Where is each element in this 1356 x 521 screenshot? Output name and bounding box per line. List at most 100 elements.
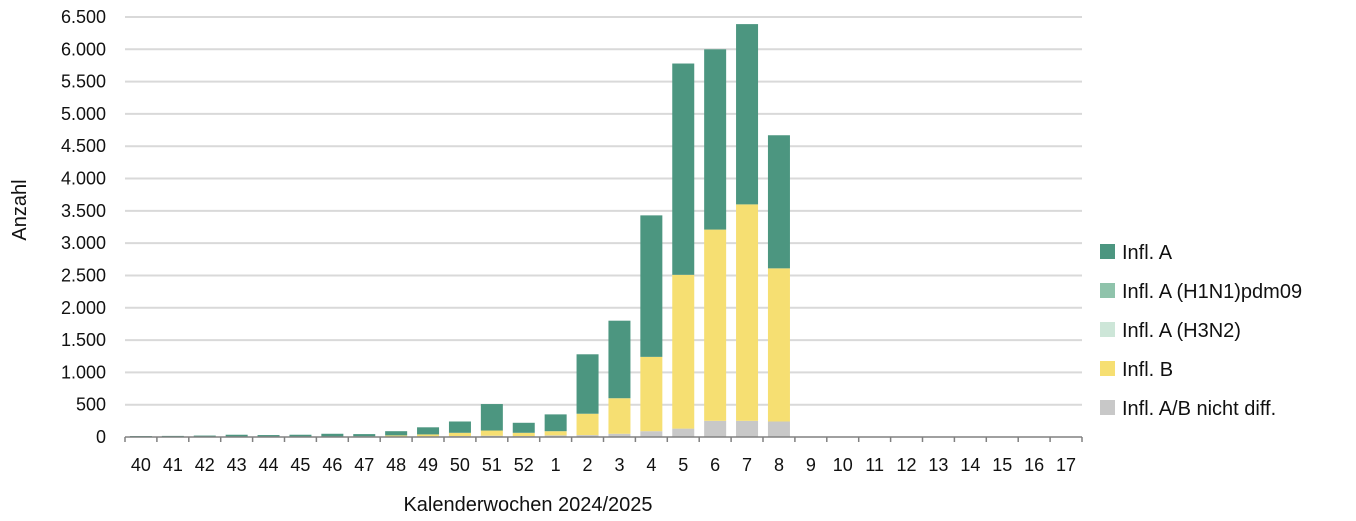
x-tick-label: 43 (227, 455, 247, 475)
y-tick-label: 4.000 (61, 169, 106, 189)
y-tick-label: 0 (96, 427, 106, 447)
bar-segment (480, 430, 503, 436)
gridlines (125, 16, 1082, 406)
x-tick-label: 47 (354, 455, 374, 475)
legend-swatch (1100, 400, 1115, 415)
bar-segment (608, 433, 631, 437)
bar-segment (353, 434, 376, 437)
bar-segment (576, 354, 599, 414)
y-tick-label: 3.000 (61, 233, 106, 253)
bar-segment (448, 421, 471, 433)
axes: 0 500 1.000 1.500 2.000 2.500 3.000 3.500 4.000 4… (61, 7, 1083, 475)
x-tick-label: 2 (583, 455, 593, 475)
x-tick-label: 45 (290, 455, 310, 475)
x-tick-label: 15 (992, 455, 1012, 475)
x-tick-label: 46 (322, 455, 342, 475)
y-axis-title: Anzahl (9, 179, 31, 240)
x-tick-label: 49 (418, 455, 438, 475)
x-tick-label: 4 (646, 455, 656, 475)
x-tick-label: 50 (450, 455, 470, 475)
y-tick-label: 3.500 (61, 201, 106, 221)
x-tick-label: 41 (163, 455, 183, 475)
bar-segment (767, 135, 790, 269)
bar-segment (672, 428, 695, 437)
x-tick-label: 52 (514, 455, 534, 475)
y-tick-label: 5.000 (61, 104, 106, 124)
legend-swatch (1100, 322, 1115, 337)
y-tick-label: 1.000 (61, 362, 106, 382)
legend-label: Infl. A (H1N1)pdm09 (1122, 281, 1302, 303)
legend-label: Infl. B (1122, 359, 1173, 381)
x-tick-label: 51 (482, 455, 502, 475)
bar-segment (767, 268, 790, 422)
bar-segment (512, 422, 535, 433)
x-axis-title: Kalenderwochen 2024/2025 (403, 494, 652, 516)
x-tick-label: 8 (774, 455, 784, 475)
legend-swatch (1100, 283, 1115, 298)
y-tick-label: 2.500 (61, 265, 106, 285)
legend-swatch (1100, 244, 1115, 259)
bar-segment (385, 435, 408, 437)
legend-swatch (1100, 361, 1115, 376)
bar-segment (608, 398, 631, 434)
bar-segment (480, 404, 503, 431)
bar-segment (736, 24, 759, 205)
y-tick-label: 6.500 (61, 7, 106, 27)
x-tick-label: 5 (678, 455, 688, 475)
x-tick-label: 10 (833, 455, 853, 475)
x-tick-label: 9 (806, 455, 816, 475)
y-tick-label: 5.500 (61, 72, 106, 92)
x-tick-label: 6 (710, 455, 720, 475)
x-tick-label: 14 (960, 455, 980, 475)
bar-segment (385, 431, 408, 436)
legend-label: Infl. A (H3N2) (1122, 320, 1241, 342)
bar-segment (321, 433, 344, 437)
bar-segment (257, 435, 280, 437)
x-tick-label: 3 (614, 455, 624, 475)
bar-segment (544, 431, 567, 436)
x-tick-label: 44 (259, 455, 279, 475)
bar-segment (704, 49, 727, 230)
y-tick-label: 2.000 (61, 298, 106, 318)
x-tick-label: 13 (928, 455, 948, 475)
bar-segment (672, 63, 695, 275)
bar-segment (640, 356, 663, 432)
bar-segment (289, 434, 312, 437)
bar-segment (544, 435, 567, 437)
bar-segment (736, 204, 759, 421)
bar-segment (576, 435, 599, 437)
bars (129, 24, 790, 438)
legend-label: Infl. A/B nicht diff. (1122, 398, 1276, 420)
bar-segment (448, 432, 471, 437)
bar-segment (576, 413, 599, 436)
bar-segment (417, 434, 440, 437)
x-tick-label: 7 (742, 455, 752, 475)
x-tick-label: 40 (131, 455, 151, 475)
x-tick-label: 16 (1024, 455, 1044, 475)
bar-segment (417, 427, 440, 435)
bar-segment (512, 432, 535, 437)
bar-segment (767, 421, 790, 437)
bar-segment (672, 274, 695, 429)
y-tick-label: 1.500 (61, 330, 106, 350)
x-tick-label: 11 (865, 455, 884, 475)
bar-segment (704, 229, 727, 421)
legend-label: Infl. A (1122, 242, 1173, 264)
bar-segment (544, 414, 567, 432)
bar-segment (193, 435, 216, 437)
bar-segment (736, 420, 759, 437)
x-tick-label: 17 (1056, 455, 1076, 475)
x-tick-label: 42 (195, 455, 215, 475)
bar-segment (608, 320, 631, 399)
bar-segment (640, 431, 663, 437)
bar-segment (225, 434, 248, 437)
bar-segment (640, 215, 663, 357)
x-tick-label: 1 (551, 455, 561, 475)
legend: Infl. A Infl. A (H1N1)pdm09 Infl. A (H3N2)… (1100, 242, 1302, 420)
y-tick-label: 6.000 (61, 39, 106, 59)
y-tick-label: 500 (76, 395, 106, 415)
bar-segment (704, 420, 727, 437)
y-tick-label: 4.500 (61, 136, 106, 156)
